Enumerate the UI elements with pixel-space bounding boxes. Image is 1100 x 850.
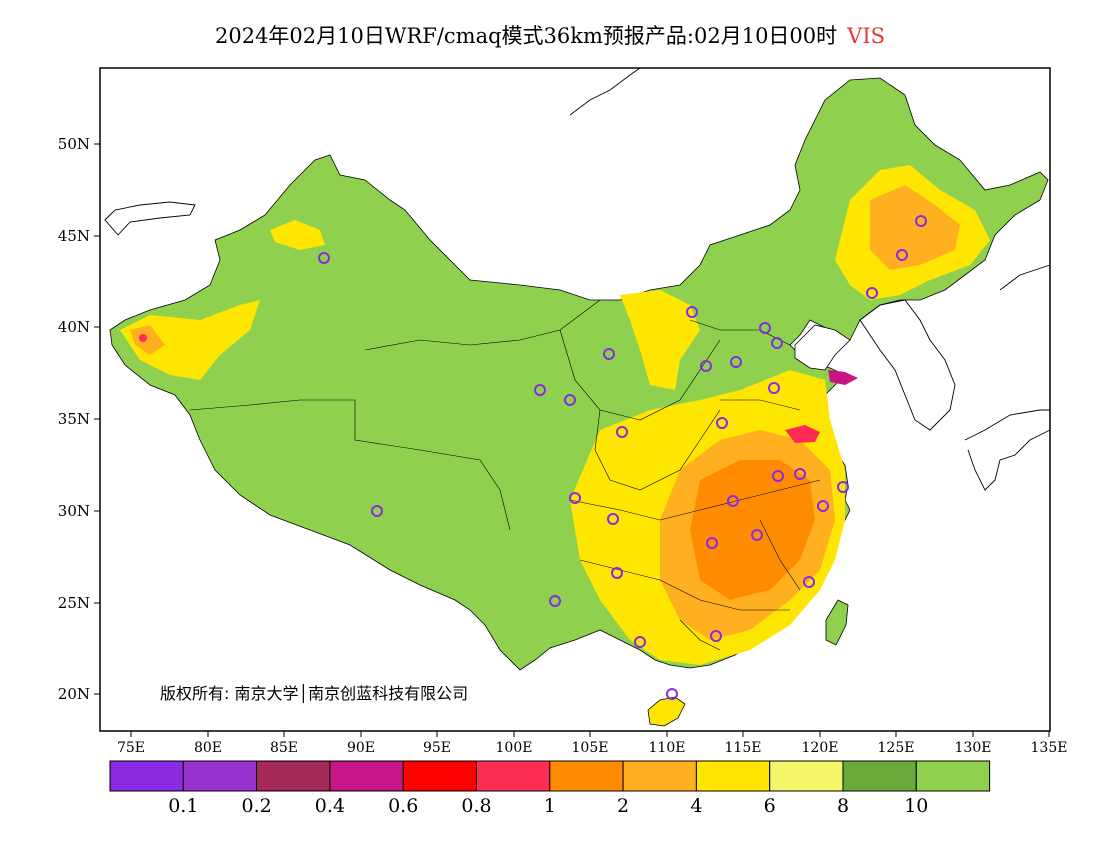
title-main: 2024年02月10日WRF/cmaq模式36km预报产品:02月10日00时 [214,24,838,48]
colorbar-label: 0.2 [241,795,271,817]
station-marker [318,252,330,264]
station-marker [915,215,927,227]
station-marker [534,384,546,396]
lon-label: 85E [270,740,298,756]
colorbar-swatch [329,760,404,792]
low-vis-hotspot-2 [828,370,858,385]
lon-label: 135E [1031,740,1068,756]
colorbar-swatch [109,760,184,792]
lon-label: 110E [649,740,686,756]
visibility-field [120,165,990,665]
colorbar-label: 0.1 [168,795,198,817]
colorbar [109,760,991,792]
station-marker [794,468,806,480]
lon-label: 125E [878,740,915,756]
colorbar-swatch [256,760,331,792]
longitude-axis [130,731,1050,737]
colorbar-label: 0.6 [388,795,418,817]
japan-outline [964,409,1051,491]
colorbar-swatch [769,760,844,792]
colorbar-label: 8 [837,795,849,817]
latitude-axis [94,143,100,695]
lat-label: 20N [58,685,90,703]
sakhalin-outline [569,67,641,116]
station-marker [611,567,623,579]
station-marker [603,348,615,360]
station-marker [803,576,815,588]
station-marker [371,505,383,517]
station-marker [727,495,739,507]
colorbar-swatch [915,760,991,792]
caspian-outline [104,201,196,236]
colorbar-label: 2 [617,795,629,817]
station-marker [759,322,771,334]
station-marker [710,630,722,642]
station-markers [318,215,927,700]
copyright-notice: 版权所有: 南京大学│南京创蓝科技有限公司 [160,684,469,703]
hainan-island [647,696,686,727]
station-marker [700,360,712,372]
station-marker [837,481,849,493]
station-marker [771,337,783,349]
station-marker [686,306,698,318]
lat-label: 35N [58,410,90,428]
station-marker [569,492,581,504]
colorbar-swatch [842,760,917,792]
station-marker [730,356,742,368]
low-vis-hotspot [785,425,820,443]
station-marker [716,417,728,429]
lat-label: 50N [58,135,90,153]
lat-label: 45N [58,227,90,245]
low-vis-point [139,334,147,342]
station-marker [817,500,829,512]
russia-coast [999,264,1051,291]
station-marker [772,470,784,482]
lon-label: 100E [496,740,533,756]
station-marker [564,394,576,406]
lon-label: 120E [802,740,839,756]
station-marker [616,426,628,438]
lon-label: 95E [423,740,451,756]
title-variable: VIS [847,24,886,48]
korea-outline [859,299,956,431]
station-marker [634,636,646,648]
lat-label: 30N [58,502,90,520]
colorbar-label: 6 [764,795,776,817]
colorbar-label: 1 [544,795,556,817]
colorbar-label: 4 [690,795,702,817]
colorbar-label: 0.4 [315,795,345,817]
lat-label: 40N [58,318,90,336]
map-frame [99,67,1051,732]
lon-label: 75E [117,740,145,756]
colorbar-swatch [182,760,258,792]
map-area [99,67,1051,732]
station-marker [607,513,619,525]
lon-label: 80E [194,740,222,756]
colorbar-swatch [549,760,624,792]
colorbar-label: 10 [904,795,928,817]
lon-label: 105E [572,740,609,756]
station-marker [549,595,561,607]
station-marker [896,249,908,261]
map-title: 2024年02月10日WRF/cmaq模式36km预报产品:02月10日00时 V… [0,20,1100,50]
colorbar-swatch [402,760,478,792]
lat-label: 25N [58,594,90,612]
lon-label: 115E [725,740,762,756]
station-marker [768,382,780,394]
station-marker [866,287,878,299]
station-marker [751,529,763,541]
colorbar-label: 0.8 [461,795,491,817]
colorbar-swatch [476,760,551,792]
lon-label: 90E [347,740,375,756]
colorbar-swatch [695,760,771,792]
taiwan-island [825,599,849,646]
colorbar-swatch [622,760,697,792]
bohai-sea [794,324,851,371]
colorbar-labels: 0.1 0.2 0.4 0.6 0.8 1 2 4 6 8 10 [168,795,928,817]
lon-label: 130E [955,740,992,756]
station-marker [706,537,718,549]
station-marker [666,688,678,700]
